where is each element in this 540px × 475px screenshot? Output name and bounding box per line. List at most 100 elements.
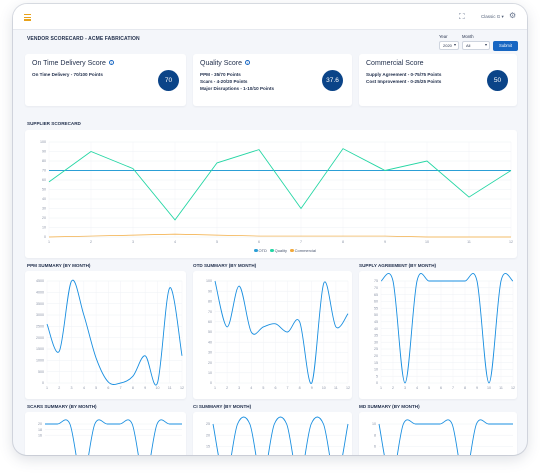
user-menu[interactable]: Classic G ▾ [481, 14, 504, 20]
x-tick-label: 3 [238, 386, 240, 390]
x-tick-label: 4 [83, 386, 85, 390]
x-tick-label: 12 [511, 386, 515, 390]
chart-legend: OTD Quality Commercial [252, 248, 316, 253]
summary-series-line [378, 419, 513, 455]
y-tick-label: 75 [374, 279, 378, 283]
legend-dot-otd [254, 248, 258, 253]
md-chart: 10 8 6 [372, 419, 514, 455]
x-tick-label: 1 [48, 240, 50, 244]
small-chart-card: 20 18 16 [25, 412, 186, 455]
score-circle: 70 [158, 70, 179, 91]
y-tick-label: 0 [44, 235, 46, 239]
x-tick-label: 2 [90, 240, 92, 244]
x-tick-label: 5 [262, 386, 264, 390]
y-tick-label: 60 [208, 320, 212, 324]
info-icon[interactable]: i [245, 60, 251, 65]
y-tick-label: 50 [42, 188, 46, 192]
x-tick-label: 3 [404, 386, 406, 390]
y-tick-label: 20 [374, 354, 378, 358]
x-tick-label: 3 [132, 240, 134, 244]
x-tick-label: 5 [428, 386, 430, 390]
score-circle: 37.6 [322, 70, 343, 91]
y-tick-label: 500 [38, 370, 44, 374]
score-line: Supply Agreement - 0-75/75 Points [366, 72, 442, 77]
y-tick-label: 35 [374, 334, 378, 338]
y-tick-label: 1000 [36, 359, 44, 363]
score-card-title: Commercial Score [366, 60, 424, 67]
commercial-series-line [48, 233, 511, 238]
submit-button[interactable]: Submit [493, 41, 518, 51]
y-tick-label: 4000 [36, 291, 44, 295]
x-tick-label: 7 [300, 240, 302, 244]
x-tick-label: 8 [464, 386, 466, 390]
x-tick-label: 1 [46, 386, 48, 390]
small-chart-title: OTD SUMMARY (BY MONTH) [193, 263, 257, 268]
y-tick-label: 20 [206, 433, 210, 437]
summary-series-line [46, 279, 183, 386]
summary-series-line [380, 273, 514, 384]
x-tick-label: 10 [425, 240, 429, 244]
month-select[interactable]: All ▾ [462, 41, 490, 50]
gear-icon[interactable]: ⚙ [509, 11, 517, 20]
small-chart-title: MD SUMMARY (BY MONTH) [359, 404, 420, 409]
legend-label[interactable]: Quality [274, 248, 288, 253]
top-bar: ⛶ Classic G ▾ ⚙ [13, 4, 527, 30]
y-tick-label: 60 [42, 178, 46, 182]
y-tick-label: 0 [42, 381, 44, 385]
x-tick-label: 3 [71, 386, 73, 390]
y-tick-label: 5 [376, 374, 378, 378]
menu-icon[interactable] [24, 14, 31, 21]
small-chart-title: SCARS SUMMARY (BY MONTH) [27, 404, 97, 409]
score-title-text: Commercial Score [366, 60, 424, 67]
y-tick-label: 10 [208, 371, 212, 375]
y-tick-label: 18 [38, 428, 42, 432]
y-tick-label: 15 [374, 361, 378, 365]
x-tick-label: 11 [334, 386, 338, 390]
small-chart-title: CI SUMMARY (BY MONTH) [193, 404, 252, 409]
y-tick-label: 60 [374, 300, 378, 304]
score-line: Scars - 4-20/20 Points [200, 79, 248, 84]
y-tick-label: 70 [374, 286, 378, 290]
x-tick-label: 12 [509, 240, 513, 244]
y-tick-label: 20 [38, 422, 42, 426]
quality-series-line [48, 148, 512, 221]
y-tick-label: 40 [374, 327, 378, 331]
x-tick-label: 1 [380, 386, 382, 390]
score-line: Cost Improvement - 0-25/25 Points [366, 79, 442, 84]
year-value: 2020 [443, 43, 452, 48]
x-tick-label: 7 [452, 386, 454, 390]
y-tick-label: 4500 [36, 279, 44, 283]
quality-score-card: Quality Score i PPM - 35/70 Points Scars … [193, 54, 352, 106]
x-tick-label: 2 [392, 386, 394, 390]
legend-label[interactable]: OTD [258, 248, 267, 253]
x-tick-label: 11 [168, 386, 172, 390]
y-tick-label: 2000 [36, 336, 44, 340]
small-chart-title: PPM SUMMARY (BY MONTH) [27, 263, 91, 268]
y-tick-label: 16 [38, 433, 42, 437]
year-select[interactable]: 2020 ▾ [439, 41, 459, 50]
x-tick-label: 6 [107, 386, 109, 390]
summary-series-line [44, 419, 182, 455]
y-tick-label: 20 [42, 216, 46, 220]
legend-dot-quality [270, 248, 274, 253]
x-tick-label: 9 [384, 240, 386, 244]
small-chart-card: 10 8 6 [359, 412, 517, 455]
legend-label[interactable]: Commercial [294, 248, 316, 253]
x-tick-label: 6 [258, 240, 260, 244]
score-line: Major Disruptions - 1-10/10 Points [200, 86, 275, 91]
y-tick-label: 90 [208, 289, 212, 293]
expand-icon[interactable]: ⛶ [459, 12, 465, 21]
y-tick-label: 10 [42, 226, 46, 230]
chevron-down-icon: ▾ [453, 42, 456, 47]
score-card-title: On Time Delivery Score i [32, 60, 114, 67]
info-icon[interactable]: i [108, 60, 114, 65]
month-value: All [466, 43, 471, 48]
x-tick-label: 12 [180, 386, 184, 390]
y-tick-label: 40 [208, 340, 212, 344]
score-title-text: On Time Delivery Score [32, 60, 106, 67]
x-tick-label: 6 [440, 386, 442, 390]
y-tick-label: 30 [374, 340, 378, 344]
